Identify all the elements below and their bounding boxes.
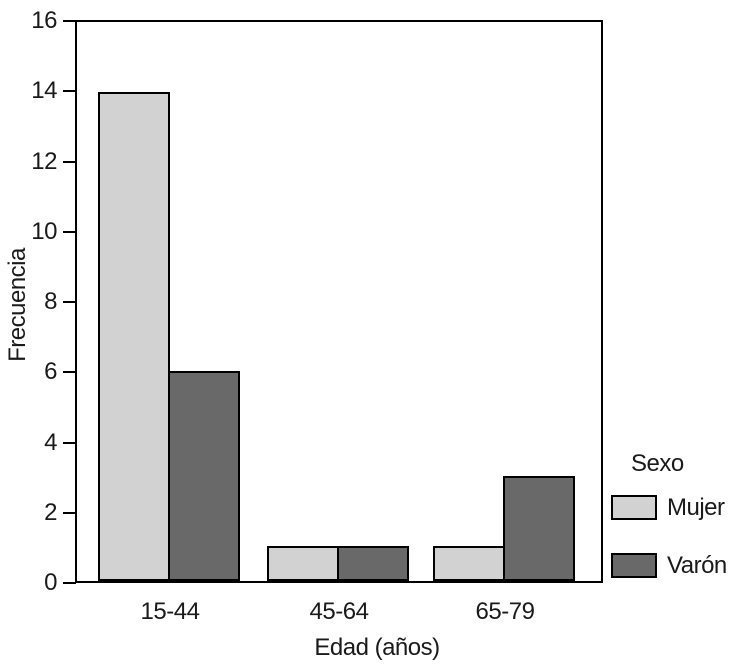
y-tick-label: 10 [31,217,57,245]
y-tick-mark [63,20,76,22]
y-tick-label: 8 [44,288,57,315]
bar-varón-45-64 [337,546,409,581]
legend-label-mujer: Mujer [667,493,725,521]
y-tick-label: 6 [44,358,57,386]
legend-swatch-varón [611,553,657,578]
x-axis-title: Edad (años) [314,634,440,661]
y-tick-mark [63,582,76,584]
x-category-label-65-79: 65-79 [475,598,535,625]
bar-mujer-65-79 [433,546,505,581]
bar-varón-15-44 [168,371,240,581]
legend-item-varón: Varón [611,551,727,580]
y-axis-title: Frecuencia [4,248,31,362]
y-tick-label: 4 [44,428,57,456]
y-tick-mark [63,441,76,444]
bar-mujer-45-64 [267,546,339,581]
y-tick-mark [63,371,76,374]
legend-swatch-mujer [611,495,657,520]
bar-varón-65-79 [503,476,575,581]
x-category-label-15-44: 15-44 [140,598,200,625]
y-tick-label: 12 [31,147,57,175]
y-tick-label: 14 [31,77,57,105]
y-tick-mark [63,90,76,93]
legend-title: Sexo [631,450,684,477]
y-tick-mark [63,301,76,303]
y-tick-mark [63,511,76,514]
y-tick-mark [63,160,76,163]
y-tick-label: 2 [44,498,57,526]
x-category-label-45-64: 45-64 [309,598,369,625]
y-tick-mark [63,230,76,233]
y-tick-label: 16 [31,7,57,34]
plot-area [75,20,603,583]
y-tick-label: 0 [44,569,57,596]
legend-label-varón: Varón [667,551,727,579]
bar-mujer-15-44 [98,92,170,581]
legend-item-mujer: Mujer [611,493,725,522]
